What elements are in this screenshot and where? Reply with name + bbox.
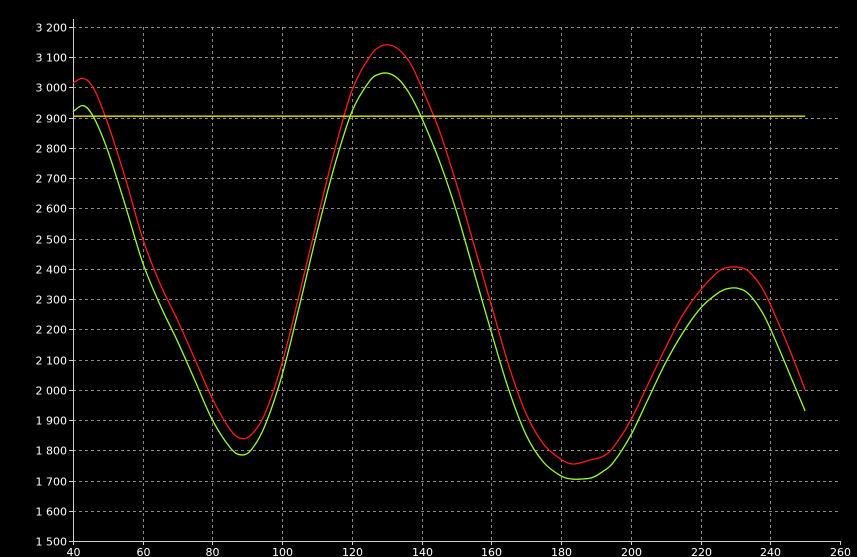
y-tick-label: 2 200 [36, 324, 68, 337]
x-tick-label: 240 [760, 546, 781, 557]
y-tick-label: 1 900 [36, 415, 68, 428]
y-tick-label: 3 000 [36, 82, 68, 95]
x-tick-label: 200 [621, 546, 642, 557]
x-tick-label: 120 [342, 546, 363, 557]
series-line-1 [72, 72, 806, 480]
y-tick-label: 2 500 [36, 234, 68, 247]
y-tick-label: 2 800 [36, 143, 68, 156]
y-tick-label: 2 000 [36, 385, 68, 398]
y-tick-label: 3 200 [36, 22, 68, 35]
series-line-0 [72, 44, 806, 465]
x-tick-label: 220 [691, 546, 712, 557]
y-tick-label: 1 500 [36, 536, 68, 549]
y-tick-label: 2 300 [36, 294, 68, 307]
x-tick-label: 260 [830, 546, 851, 557]
grid [73, 27, 840, 541]
y-tick-label: 1 800 [36, 445, 68, 458]
y-tick-label: 3 100 [36, 52, 68, 65]
y-tick-label: 2 700 [36, 173, 68, 186]
axes [69, 19, 841, 545]
x-tick-label: 80 [206, 546, 220, 557]
x-tick-label: 180 [551, 546, 572, 557]
x-tick-label: 40 [67, 546, 81, 557]
x-tick-label: 160 [481, 546, 502, 557]
y-tick-label: 2 100 [36, 355, 68, 368]
y-tick-label: 2 900 [36, 113, 68, 126]
y-tick-label: 2 400 [36, 264, 68, 277]
y-tick-label: 1 700 [36, 476, 68, 489]
x-tick-label: 140 [412, 546, 433, 557]
x-tick-label: 100 [272, 546, 293, 557]
y-tick-label: 2 600 [36, 203, 68, 216]
y-tick-label: 1 600 [36, 506, 68, 519]
x-tick-label: 60 [137, 546, 151, 557]
series-lines [72, 44, 806, 480]
tick-labels: 1 500 1 600 1 700 1 800 1 900 2 000 2 100 2 200… [36, 22, 852, 557]
